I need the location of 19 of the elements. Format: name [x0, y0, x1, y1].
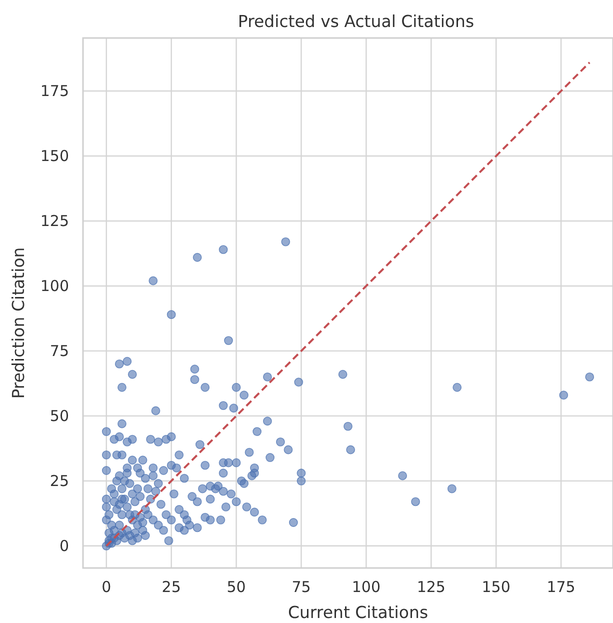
y-tick-label: 125 — [40, 212, 69, 230]
x-tick-label: 125 — [416, 578, 446, 596]
x-tick-label: 150 — [482, 578, 510, 596]
x-tick-label: 25 — [162, 578, 181, 596]
x-tick-label: 175 — [546, 578, 576, 596]
y-tick-label: 50 — [50, 406, 69, 425]
x-tick-label: 0 — [102, 578, 112, 596]
y-tick-label: 25 — [50, 472, 69, 490]
y-tick-label: 75 — [50, 342, 69, 360]
y-tick-label: 100 — [40, 276, 69, 295]
y-tick-label: 0 — [59, 536, 69, 555]
x-tick-label: 75 — [292, 578, 311, 596]
x-tick-label: 50 — [226, 578, 246, 596]
x-tick-label: 100 — [352, 578, 381, 596]
chart-title: Predicted vs Actual Citations — [238, 12, 474, 31]
y-tick-label: 175 — [40, 82, 69, 100]
x-axis-title: Current Citations — [288, 603, 428, 622]
y-axis-title: Prediction Citation — [9, 247, 28, 399]
y-tick-label: 150 — [40, 147, 69, 166]
